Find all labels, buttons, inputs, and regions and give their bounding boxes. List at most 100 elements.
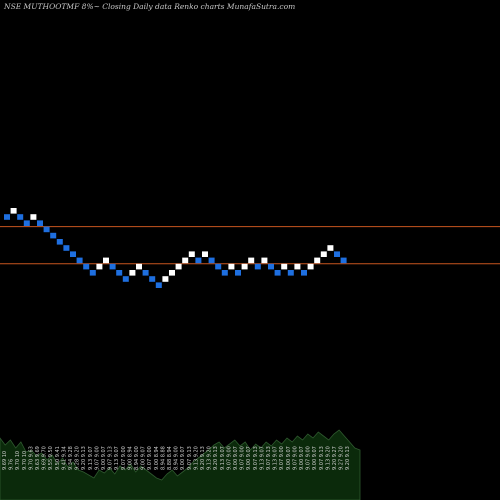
- x-tick-label-16: 9.07 9.13: [108, 446, 114, 470]
- x-tick-label-44: 9.07 9.00: [292, 446, 298, 470]
- renko-brick-50-down: [334, 251, 340, 257]
- renko-brick-49-up: [327, 245, 334, 251]
- x-tick-label-20: 8.94 9.00: [134, 446, 140, 470]
- renko-brick-45-down: [301, 270, 307, 276]
- x-tick-label-27: 9.00 9.07: [180, 446, 186, 470]
- x-tick-label-17: 9.13 9.07: [114, 446, 120, 470]
- x-tick-label-9: 9.41 9.34: [61, 446, 67, 470]
- renko-brick-39-up: [261, 257, 268, 264]
- x-tick-label-36: 9.07 9.00: [240, 446, 246, 470]
- x-tick-label-13: 9.13 9.07: [88, 446, 94, 470]
- x-tick-label-19: 9.00 8.94: [127, 446, 133, 470]
- x-tick-label-1: 9.76: [9, 459, 15, 470]
- renko-brick-28-up: [188, 251, 195, 257]
- x-tick-label-22: 9.07 9.00: [147, 446, 153, 470]
- renko-brick-23-down: [155, 282, 162, 288]
- x-tick-label-21: 9.00 9.07: [141, 446, 147, 470]
- renko-brick-42-up: [281, 263, 288, 270]
- renko-brick-24-up: [162, 276, 169, 282]
- renko-brick-27-up: [182, 257, 189, 264]
- renko-brick-20-up: [136, 263, 142, 270]
- x-tick-label-14: 9.07 9.00: [94, 446, 100, 470]
- renko-brick-18-down: [122, 276, 129, 282]
- renko-brick-25-up: [169, 270, 175, 276]
- renko-brick-38-down: [254, 263, 261, 270]
- renko-brick-7-down: [50, 232, 57, 239]
- renko-brick-37-up: [248, 257, 255, 264]
- renko-brick-16-down: [109, 263, 116, 270]
- x-tick-label-5: 9.63 9.69: [35, 446, 41, 470]
- x-tick-label-30: 9.20 9.13: [200, 446, 206, 470]
- renko-brick-44-up: [294, 263, 301, 270]
- x-tick-label-51: 9.27 9.20: [339, 446, 345, 470]
- renko-brick-40-down: [268, 263, 274, 270]
- renko-brick-3-down: [23, 220, 30, 226]
- renko-brick-33-down: [221, 270, 228, 276]
- renko-brick-35-down: [235, 270, 241, 276]
- x-tick-label-23: 9.00 8.94: [154, 446, 160, 470]
- x-tick-label-7: 9.55 9.50: [48, 446, 54, 470]
- x-tick-label-31: 9.13 9.20: [207, 446, 213, 470]
- x-tick-label-24: 8.94 8.88: [160, 446, 166, 470]
- renko-brick-2-down: [17, 214, 24, 220]
- renko-brick-5-down: [37, 220, 43, 226]
- renko-brick-36-up: [241, 263, 248, 270]
- x-tick-label-10: 9.34 9.28: [68, 446, 74, 470]
- x-tick-label-26: 8.94 9.00: [174, 446, 180, 470]
- renko-brick-29-down: [195, 257, 202, 264]
- renko-brick-6-down: [43, 226, 50, 233]
- renko-brick-47-up: [314, 257, 321, 264]
- x-tick-label-3: 9.70 10: [22, 451, 28, 470]
- renko-brick-22-down: [149, 276, 156, 282]
- renko-brick-21-down: [142, 270, 149, 276]
- renko-brick-9-down: [63, 245, 70, 251]
- x-tick-label-28: 9.07 9.13: [187, 446, 193, 470]
- renko-brick-8-down: [56, 239, 63, 245]
- x-tick-label-11: 9.28 9.20: [75, 446, 81, 470]
- x-tick-label-2: 9.70 10: [15, 451, 21, 470]
- renko-brick-30-up: [202, 251, 208, 257]
- x-tick-label-38: 9.07 9.13: [253, 446, 259, 470]
- x-tick-label-47: 9.00 9.07: [312, 446, 318, 470]
- x-tick-label-34: 9.07 9.00: [226, 446, 232, 470]
- x-tick-label-39: 9.13 9.07: [259, 446, 265, 470]
- x-tick-label-42: 9.07 9.00: [279, 446, 285, 470]
- x-tick-label-35: 9.00 9.07: [233, 446, 239, 470]
- renko-brick-15-up: [103, 257, 109, 264]
- renko-brick-0-down: [4, 214, 10, 220]
- x-tick-label-45: 9.00 9.07: [299, 446, 305, 470]
- x-tick-label-40: 9.07 9.13: [266, 446, 272, 470]
- renko-brick-51-down: [340, 257, 347, 264]
- renko-brick-17-down: [116, 270, 123, 276]
- renko-brick-43-down: [287, 270, 294, 276]
- renko-brick-14-up: [96, 263, 103, 270]
- x-tick-label-12: 9.20 9.13: [81, 446, 87, 470]
- x-tick-label-0: 9.69 10: [2, 451, 8, 470]
- renko-brick-41-down: [274, 270, 281, 276]
- x-tick-label-25: 8.88 8.94: [167, 446, 173, 470]
- renko-brick-4-up: [30, 214, 37, 220]
- x-tick-label-46: 9.07 9.00: [306, 446, 312, 470]
- x-tick-label-43: 9.00 9.07: [286, 446, 292, 470]
- x-tick-label-52: 9.20 9.13: [345, 446, 351, 470]
- x-tick-label-8: 9.50 9.41: [55, 446, 61, 470]
- renko-brick-10-down: [70, 251, 76, 257]
- chart-title: NSE MUTHOOTMF 8%~ Closing Daily data Ren…: [4, 2, 296, 11]
- renko-brick-13-down: [89, 270, 96, 276]
- renko-brick-31-down: [208, 257, 215, 264]
- volume-area: [0, 429, 361, 500]
- x-tick-label-48: 9.07 9.13: [319, 446, 325, 470]
- x-tick-label-15: 9.00 9.07: [101, 446, 107, 470]
- x-tick-label-41: 9.13 9.07: [273, 446, 279, 470]
- x-tick-label-49: 9.13 9.20: [325, 446, 331, 470]
- renko-brick-34-up: [228, 263, 235, 270]
- renko-brick-32-down: [215, 263, 222, 270]
- x-tick-label-37: 9.00 9.07: [246, 446, 252, 470]
- renko-brick-1-up: [10, 208, 17, 214]
- x-tick-label-4: 9.70 9.63: [28, 446, 34, 470]
- renko-brick-11-down: [76, 257, 83, 264]
- x-tick-label-29: 9.13 9.20: [193, 446, 199, 470]
- renko-brick-19-up: [129, 270, 136, 276]
